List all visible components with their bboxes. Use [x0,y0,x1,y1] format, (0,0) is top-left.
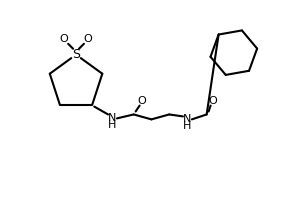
Text: O: O [60,34,69,44]
Text: H: H [108,120,116,130]
Text: S: S [72,48,80,61]
Text: O: O [208,96,217,106]
Text: O: O [83,34,92,44]
Text: N: N [183,114,191,124]
Text: H: H [183,121,191,131]
Text: O: O [137,96,146,106]
Text: N: N [108,113,116,123]
